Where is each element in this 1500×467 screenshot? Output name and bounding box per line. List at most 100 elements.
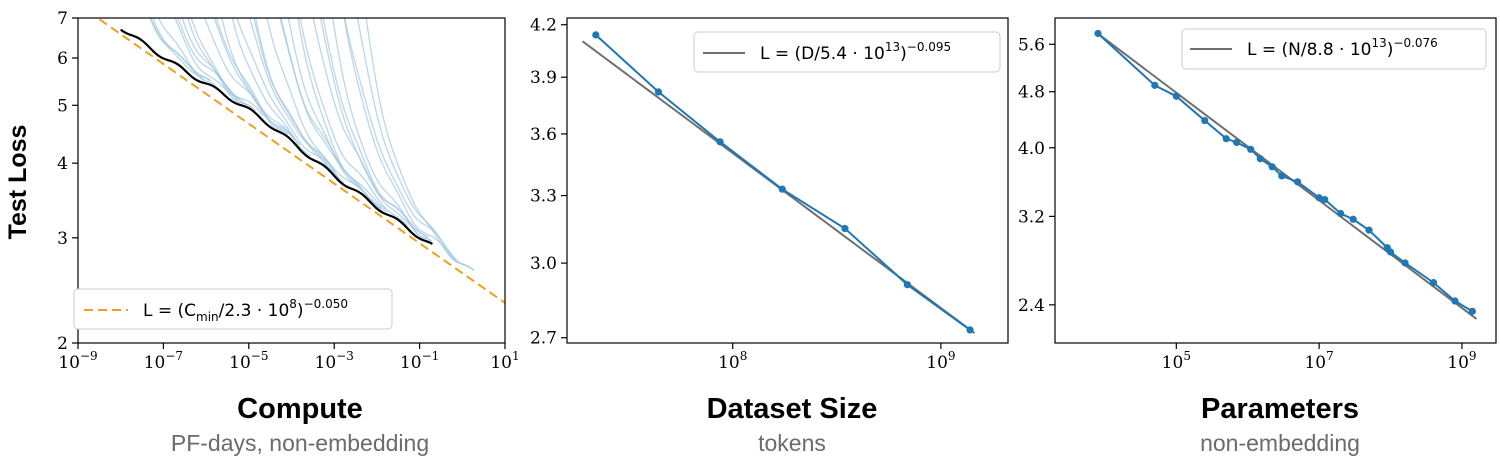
training-run-curve — [299, 18, 408, 227]
data-point — [1451, 297, 1459, 305]
x-tick-label: 108 — [718, 349, 747, 373]
data-point — [1315, 194, 1323, 202]
data-point — [841, 224, 849, 233]
training-run-curve — [187, 18, 250, 107]
data-point — [1349, 215, 1357, 223]
data-point — [1468, 307, 1476, 315]
training-run-curve — [319, 18, 425, 239]
dataset-series-line — [595, 34, 971, 331]
training-run-curve — [356, 18, 475, 271]
parameters-legend: L = (N/8.8 · 1013)−0.076 — [1181, 28, 1487, 70]
compute-x-subtitle: PF-days, non-embedding — [171, 430, 429, 456]
dataset-plot-frame — [566, 17, 1009, 344]
training-run-curve — [297, 18, 386, 211]
x-tick-label: 10−1 — [400, 349, 439, 373]
y-tick-label: 2 — [57, 334, 68, 354]
dataset-size-panel: 108 109 2.7 3.0 3.3 3.6 3.9 4.2 L = (D/5.4 · 1… — [530, 16, 1009, 456]
parameters-x-subtitle: non-embedding — [1200, 430, 1360, 456]
compute-panel: 10−9 10−7 10−5 10−3 10−1 101 2 3 4 5 6 7 L = (Cmin… — [4, 9, 520, 456]
y-tick-label: 7 — [57, 9, 68, 29]
y-tick-label: 4.0 — [1018, 139, 1045, 159]
compute-frontier-line — [120, 28, 433, 245]
x-tick-label: 109 — [926, 349, 955, 373]
x-tick-label: 105 — [1162, 349, 1191, 373]
y-tick-label: 3 — [57, 229, 68, 249]
data-point — [903, 281, 911, 289]
compute-plot-frame — [77, 17, 506, 344]
training-run-curve — [266, 18, 360, 188]
training-run-curve — [255, 18, 339, 179]
x-tick-label: 10−7 — [144, 349, 183, 373]
x-tick-label: 101 — [490, 349, 519, 373]
y-tick-label: 5 — [57, 96, 68, 116]
y-tick-label: 2.4 — [1018, 296, 1045, 316]
data-point — [1094, 29, 1102, 38]
data-point — [1321, 195, 1329, 204]
data-point — [1172, 92, 1180, 100]
training-run-curve — [181, 18, 254, 109]
dataset-x-title: Dataset Size — [707, 393, 878, 425]
training-run-curve — [190, 18, 264, 117]
data-point — [1337, 209, 1345, 218]
dataset-legend: L = (D/5.4 · 1013)−0.095 — [693, 31, 1001, 73]
dataset-x-subtitle: tokens — [758, 430, 826, 456]
training-run-curve — [150, 18, 211, 81]
data-point — [716, 138, 724, 146]
data-point — [1278, 172, 1286, 180]
data-point — [1365, 226, 1373, 234]
dataset-legend-label: L = (D/5.4 · 1013)−0.095 — [760, 40, 951, 64]
y-tick-label: 3.0 — [530, 254, 557, 274]
parameters-x-title: Parameters — [1201, 393, 1359, 425]
training-run-curve — [343, 18, 456, 260]
training-run-curve — [177, 18, 256, 112]
parameters-legend-box — [1181, 28, 1487, 70]
y-tick-label: 3.2 — [1018, 207, 1045, 227]
training-run-curve — [287, 18, 382, 209]
y-tick-label: 3.9 — [530, 68, 557, 88]
training-run-curve — [253, 18, 340, 180]
y-tick-label: 2.7 — [530, 329, 557, 349]
data-point — [654, 88, 663, 96]
x-tick-label: 109 — [1447, 349, 1476, 373]
data-point — [1233, 138, 1241, 147]
compute-x-ticks: 10−9 10−7 10−5 10−3 10−1 101 — [58, 343, 520, 373]
training-run-curves — [149, 18, 475, 271]
training-run-curve — [236, 18, 336, 173]
dataset-y-ticks: 2.7 3.0 3.3 3.6 3.9 4.2 — [530, 16, 567, 349]
y-tick-label: 4.8 — [1018, 83, 1045, 103]
x-tick-label: 10−3 — [315, 349, 354, 373]
data-point — [1151, 81, 1159, 89]
compute-legend-label: L = (Cmin/2.3 · 108)−0.050 — [143, 297, 348, 324]
data-point — [966, 326, 974, 334]
x-tick-label: 107 — [1304, 349, 1333, 373]
training-run-curve — [213, 18, 296, 140]
parameters-points — [1094, 29, 1476, 315]
training-run-curve — [221, 18, 295, 140]
parameters-x-ticks: 105 107 109 — [1162, 343, 1477, 373]
data-point — [1247, 145, 1255, 153]
training-run-curve — [231, 18, 312, 157]
compute-legend: L = (Cmin/2.3 · 108)−0.050 — [73, 288, 393, 330]
parameters-panel: 105 107 109 2.4 3.2 4.0 4.8 5.6 L = (N/8.8 · 1… — [1018, 17, 1497, 456]
data-point — [1201, 116, 1209, 125]
data-point — [1429, 279, 1438, 287]
training-run-curve — [280, 18, 383, 211]
dataset-x-ticks: 108 109 — [718, 343, 956, 373]
data-point — [1222, 135, 1230, 143]
compute-x-title: Compute — [237, 393, 363, 425]
data-point — [1294, 178, 1302, 186]
y-tick-label: 3.3 — [530, 187, 557, 207]
parameters-plot-frame — [1054, 17, 1497, 344]
training-run-curve — [149, 18, 206, 82]
training-run-curve — [365, 18, 469, 268]
y-axis-title: Test Loss — [4, 125, 32, 240]
training-run-curve — [344, 18, 475, 271]
y-tick-label: 3.6 — [530, 125, 557, 145]
x-tick-label: 10−9 — [58, 349, 97, 373]
y-tick-label: 6 — [57, 49, 68, 69]
training-run-curve — [322, 18, 432, 242]
data-point — [1256, 155, 1264, 163]
y-tick-label: 4 — [57, 154, 68, 174]
data-point — [778, 185, 786, 193]
